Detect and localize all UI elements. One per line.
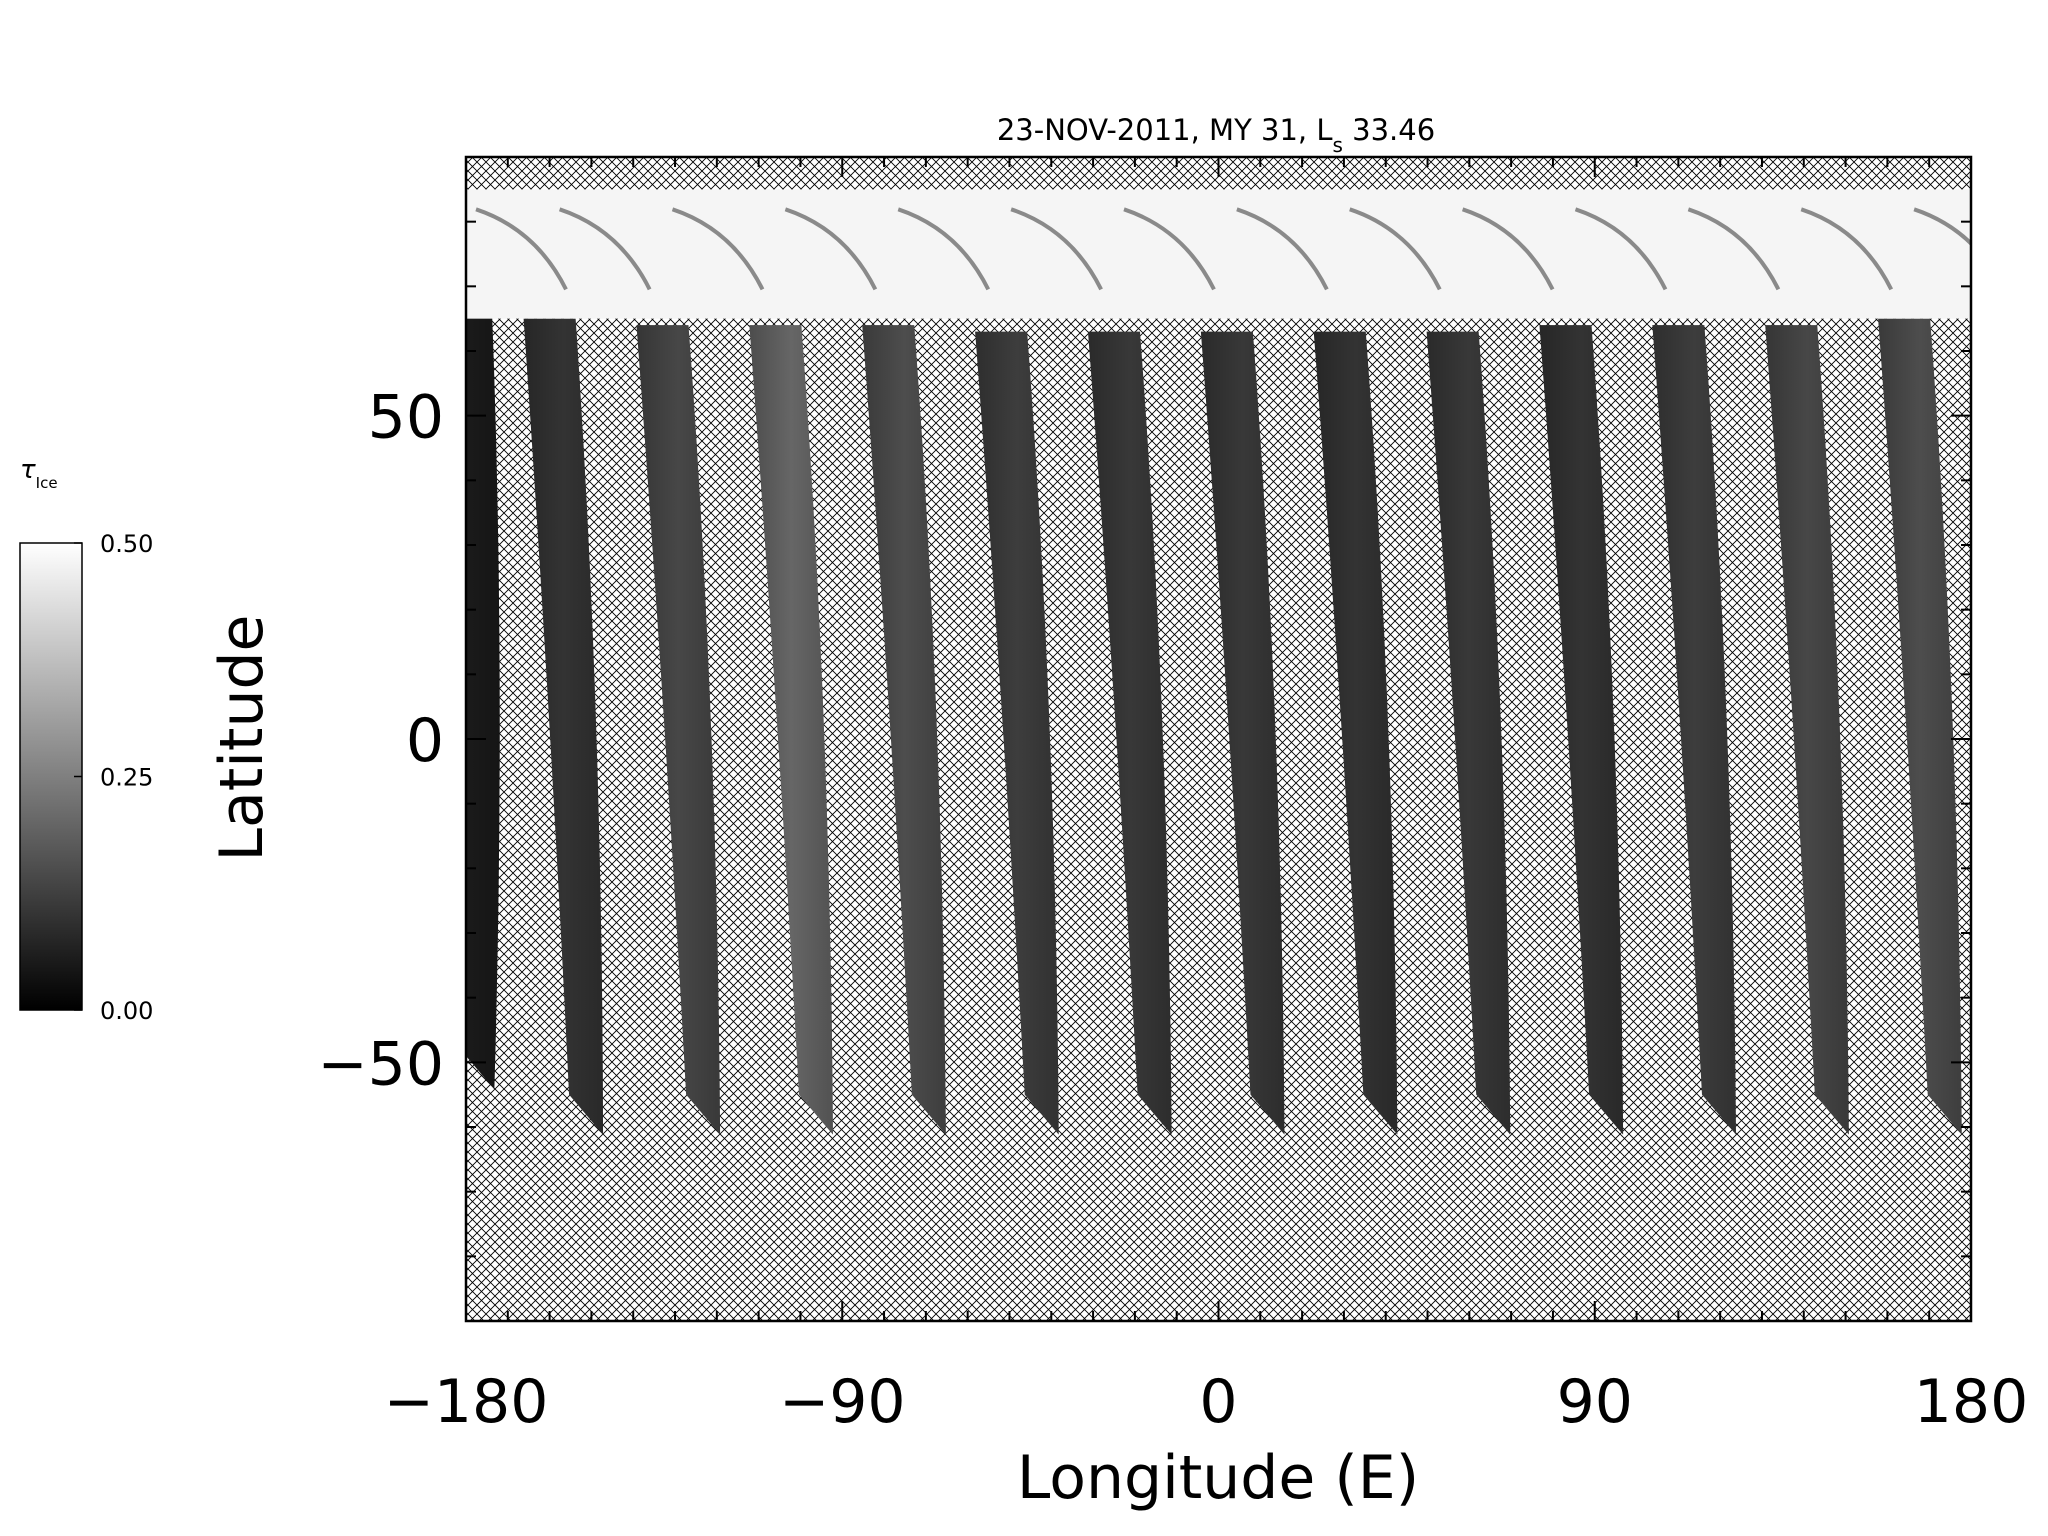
cap-arc-11 (1687, 207, 1781, 291)
cap-arc-8 (1349, 207, 1442, 291)
swath-shade-8 (1313, 331, 1398, 1135)
cap-arc-9 (1461, 207, 1555, 291)
swath-shade-4 (862, 325, 946, 1135)
cap-arc-12 (1800, 207, 1894, 291)
swath-shade-13 (1878, 318, 1962, 1135)
swath-shade-6 (1087, 331, 1172, 1135)
y-tick-labels: 50 0 −50 (317, 383, 444, 1100)
x-tick-label: −180 (384, 1367, 549, 1437)
cap-arc-10 (1574, 207, 1668, 291)
swath-shade-2 (636, 325, 721, 1135)
polar-cap (466, 189, 1971, 319)
colorbar (19, 542, 83, 1011)
x-axis-title: Longitude (E) (1017, 1443, 1419, 1513)
x-tick-label: 90 (1557, 1367, 1633, 1437)
x-tick-label: 180 (1914, 1367, 2029, 1437)
swath-shade-10 (1539, 325, 1624, 1135)
y-tick-label: −50 (317, 1029, 444, 1099)
colorbar-tick-label: 0.25 (100, 764, 153, 792)
y-axis-title: Latitude (207, 615, 277, 862)
y-tick-label: 50 (368, 383, 444, 453)
cap-arc-0 (475, 207, 568, 291)
x-tick-labels: −180 −90 0 90 180 (384, 1367, 2029, 1437)
chart-title-suffix: 33.46 (1343, 113, 1435, 147)
colorbar-tick-label: 0.00 (100, 997, 153, 1025)
swath-shade-0 (466, 312, 500, 1090)
chart-title-subscript: s (1333, 133, 1343, 157)
cap-arc-7 (1236, 207, 1329, 291)
polar-cap-layer (466, 189, 1971, 319)
cap-arc-1 (558, 207, 652, 291)
y-tick-label: 0 (406, 706, 444, 776)
x-tick-label: 0 (1199, 1367, 1237, 1437)
cap-arc-3 (784, 207, 878, 291)
swath-shade-3 (749, 325, 833, 1135)
colorbar-tick-label: 0.50 (100, 530, 153, 558)
swath-shade-1 (523, 318, 604, 1135)
cap-arc-13 (1913, 207, 1971, 247)
cap-arc-2 (671, 207, 765, 291)
cap-arc-6 (1123, 207, 1216, 291)
axis-ticks (465, 156, 1972, 1322)
colorbar-ticks: 0.50 0.25 0.00 (74, 530, 153, 1025)
cap-arc-5 (1010, 207, 1103, 291)
x-tick-label: −90 (779, 1367, 906, 1437)
chart-title: 23-NOV-2011, MY 31, Ls 33.46 (997, 113, 1435, 157)
swath-shade-9 (1426, 331, 1511, 1135)
colorbar-label: τIce (20, 455, 58, 492)
cap-arc-4 (897, 207, 991, 291)
swath-shade-11 (1652, 325, 1736, 1135)
swath-shade-7 (1200, 331, 1285, 1135)
swath-shade-12 (1765, 325, 1849, 1135)
swath-layer (466, 312, 1962, 1135)
colorbar-label-subscript: Ice (36, 474, 58, 492)
swath-shade-5 (975, 331, 1059, 1135)
